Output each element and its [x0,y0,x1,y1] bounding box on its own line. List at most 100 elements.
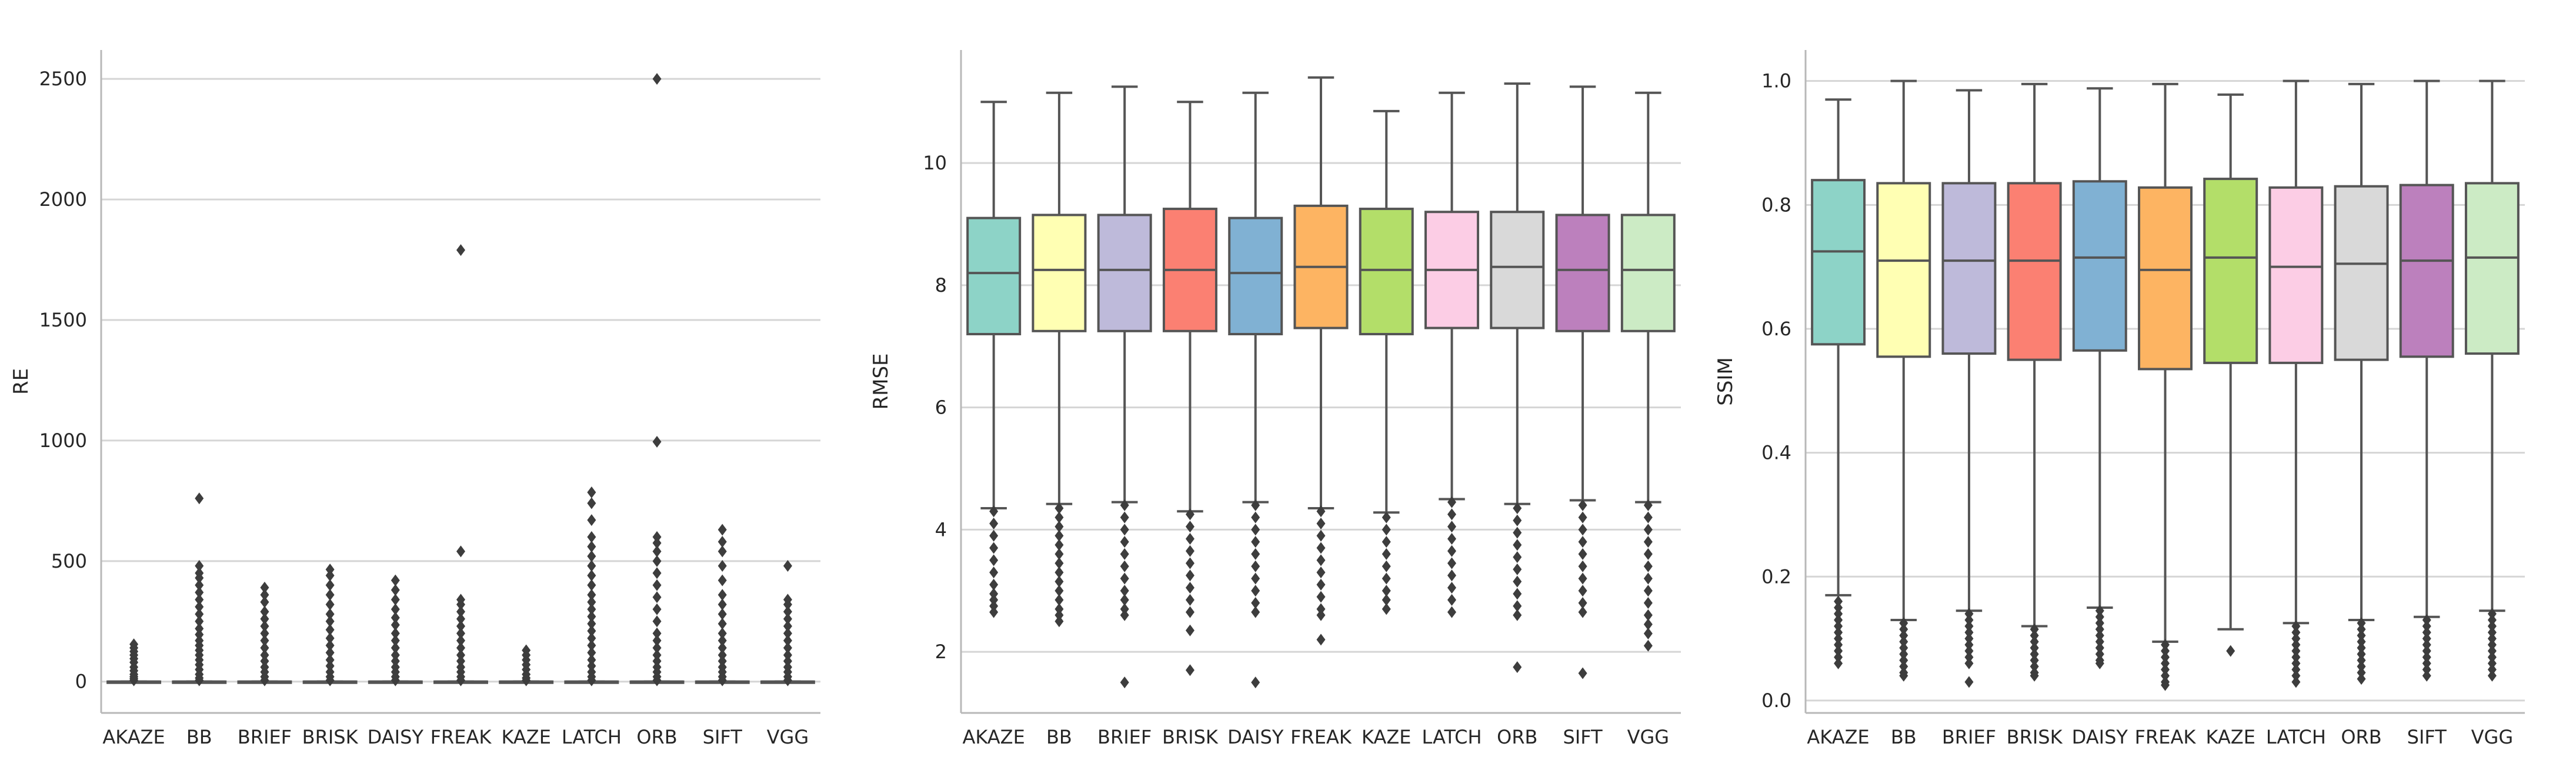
outlier-point [1316,529,1326,542]
box-kaze [499,644,554,686]
outlier-point [325,632,335,644]
outlier-point [587,666,596,678]
outlier-point [1578,572,1587,585]
outlier-point [195,615,204,628]
outlier-point [652,649,662,661]
outlier-point [1185,664,1194,676]
outlier-point [2226,645,2235,657]
outlier-point [2161,664,2170,676]
outlier-point [587,639,596,652]
outlier-point [2095,623,2104,635]
outlier-point [195,601,204,613]
outlier-point [2095,605,2104,617]
outlier-point [1185,557,1194,569]
outlier-point [2095,657,2104,669]
outlier-point [2357,642,2366,654]
y-tick-label: 6 [935,396,947,419]
outlier-point [1316,634,1326,646]
x-tick-label: KAZE [501,726,550,748]
outlier-point [195,608,204,620]
outlier-point [2487,657,2497,669]
outlier-point [1185,582,1194,594]
box-vgg [2464,79,2520,682]
outlier-point [195,635,204,647]
outlier-point [456,642,465,654]
box-sift [2399,79,2454,682]
outlier-point [1382,572,1391,585]
outlier-point [1316,609,1326,621]
outlier-point [989,505,999,518]
outlier-point [587,611,596,623]
outlier-point [456,594,465,606]
outlier-point [1834,614,1843,626]
box-akaze [106,638,162,686]
outlier-point [1643,572,1653,585]
outlier-point [1834,632,1843,645]
box-body [2334,185,2389,361]
x-tick-label: SIFT [1563,726,1603,748]
outlier-point [260,649,269,661]
outlier-point [325,569,335,582]
y-tick-label: 10 [923,152,947,174]
outlier-point [1964,657,1974,669]
outlier-point [1251,499,1260,511]
outlier-point [783,560,792,572]
box-body [2203,178,2258,364]
x-tick-label: ORB [1497,726,1537,748]
y-tick-label: 4 [935,518,947,541]
outlier-point [1055,566,1064,579]
outlier-point [2422,626,2431,639]
outlier-point [718,545,727,558]
x-tick-label: FREAK [2135,726,2197,748]
outlier-point [195,567,204,579]
x-tick-label: FREAK [431,726,492,748]
outlier-point [325,660,335,672]
outlier-point [1578,511,1587,524]
outlier-point [2095,617,2104,629]
outlier-point [652,73,662,85]
outlier-point [1382,524,1391,536]
outlier-point [1578,499,1587,511]
outlier-point [652,579,662,591]
outlier-point [1447,508,1457,521]
outlier-point [1185,532,1194,545]
box-body [1359,208,1414,335]
outlier-point [652,627,662,639]
x-tick-label: BRIEF [238,726,292,748]
outlier-point [1643,524,1653,536]
outlier-point [1316,554,1326,566]
x-tick-label: AKAZE [962,726,1025,748]
outlier-point [2422,632,2431,645]
outlier-point [2291,664,2301,676]
outlier-point [652,655,662,667]
outlier-point [325,589,335,601]
outlier-point [1578,667,1587,679]
x-tick-label: VGG [2471,726,2513,748]
y-tick-label: 0.0 [1761,689,1791,712]
outlier-point [260,596,269,608]
x-tick-label: BRISK [302,726,359,748]
y-tick-label: 0.8 [1761,194,1791,216]
outlier-point [1251,548,1260,560]
outlier-point [1120,548,1129,560]
x-tick-label: ORB [636,726,677,748]
outlier-point [1251,511,1260,524]
y-tick-label: 0.2 [1761,565,1791,588]
outlier-point [652,635,662,647]
outlier-point [1055,529,1064,542]
outlier-point [2291,676,2301,688]
outlier-point [2357,623,2366,635]
outlier-point [2030,661,2039,673]
x-tick-label: BRISK [1162,726,1219,748]
y-tick-label: 8 [935,274,947,296]
outlier-point [195,622,204,635]
outlier-point [1185,606,1194,618]
x-tick-label: SIFT [703,726,743,748]
outlier-point [1120,560,1129,572]
x-tick-label: AKAZE [102,726,165,748]
outlier-point [325,579,335,591]
box-brief [1941,89,1997,688]
outlier-point [1513,514,1522,526]
outlier-point [783,594,792,606]
